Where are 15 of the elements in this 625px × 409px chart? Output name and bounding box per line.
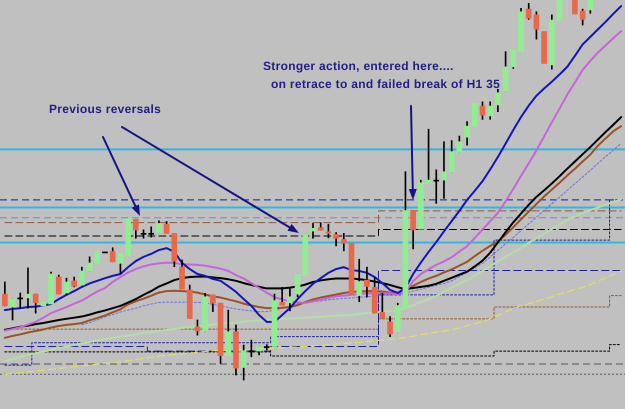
annotation: Stronger action, entered here.... xyxy=(263,59,454,73)
candlestick xyxy=(541,31,547,64)
candlestick xyxy=(426,128,432,184)
candlestick xyxy=(572,0,578,14)
candlestick xyxy=(125,218,131,256)
candlestick xyxy=(94,250,100,264)
candlestick xyxy=(302,234,308,276)
candlestick xyxy=(556,0,562,20)
candlestick xyxy=(25,268,31,309)
candlestick xyxy=(472,103,478,126)
candlestick xyxy=(441,141,447,199)
annotation: Previous reversals xyxy=(49,102,162,116)
candlestick xyxy=(364,266,370,298)
candlestick xyxy=(348,242,354,294)
annotation: on retrace to and failed break of H1 35 xyxy=(271,77,500,91)
